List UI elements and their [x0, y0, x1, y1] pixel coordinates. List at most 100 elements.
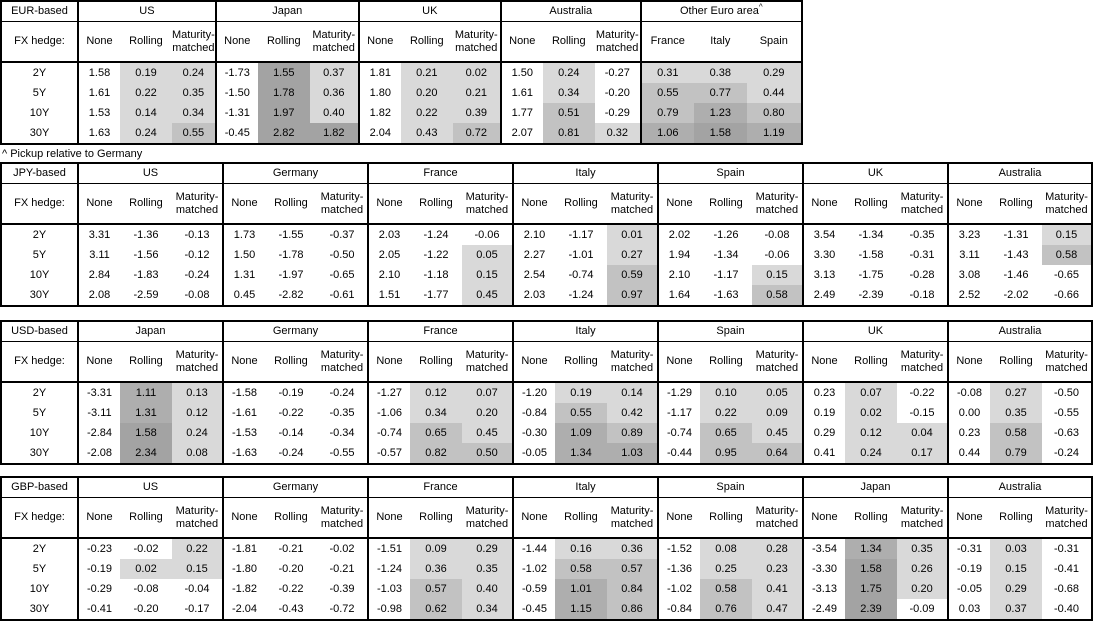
value-cell: 0.29	[462, 538, 513, 559]
row-label: 10Y	[29, 582, 50, 595]
value-cell: 0.55	[639, 83, 694, 103]
value-cell: 0.24	[120, 123, 172, 144]
value-cell: 0.23	[802, 382, 845, 403]
group-header: Japan	[77, 321, 223, 342]
value-cell: 0.20	[400, 83, 453, 103]
value-cell: -0.55	[1053, 406, 1080, 419]
value-cell: 0.35	[172, 83, 216, 103]
value-cell: 0.20	[462, 403, 513, 423]
value-cell: 0.65	[700, 423, 752, 443]
base-label: EUR-based	[1, 1, 78, 22]
row-label: 2Y	[32, 542, 47, 555]
column-header: None	[512, 183, 555, 225]
value-cell: 2.54	[512, 265, 555, 285]
base-label: JPY-based	[1, 163, 78, 184]
value-cell: 0.32	[594, 123, 641, 144]
column-header: Maturity-matched	[172, 183, 223, 225]
value-cell: -2.39	[858, 288, 884, 301]
value-cell: 0.58	[700, 579, 752, 599]
group-header-label: Spain	[716, 325, 745, 338]
column-header: Maturity-matched	[897, 183, 948, 225]
value-cell: -1.24	[423, 228, 449, 241]
column-header: France	[639, 21, 694, 63]
value-cell: -0.18	[909, 288, 935, 301]
value-cell: 0.57	[410, 579, 462, 599]
value-cell: 0.45	[462, 285, 513, 306]
value-cell: 0.14	[607, 382, 658, 403]
value-cell: -0.31	[947, 538, 990, 559]
group-header-label: Spain	[716, 167, 745, 180]
value-cell: 0.45	[462, 423, 513, 443]
value-cell: 0.07	[845, 382, 897, 403]
value-cell: -0.65	[1053, 268, 1080, 281]
row-label: 5Y	[32, 248, 47, 261]
group-header: France	[367, 477, 513, 498]
value-cell: 2.10	[512, 224, 555, 245]
value-cell: 0.15	[990, 559, 1042, 579]
group-header: Australia	[947, 477, 1092, 498]
value-cell: -0.24	[184, 268, 210, 281]
value-cell: 1.78	[257, 83, 310, 103]
value-cell: -1.17	[657, 403, 700, 423]
group-header-label: France	[423, 481, 458, 494]
value-cell: 1.34	[845, 538, 897, 559]
value-cell: 2.03	[367, 224, 410, 245]
value-cell: -0.41	[1053, 562, 1080, 575]
value-cell: 0.21	[452, 83, 501, 103]
value-cell: 1.63	[77, 123, 120, 144]
value-cell: 0.16	[555, 538, 607, 559]
value-cell: 3.08	[947, 265, 990, 285]
group-header-label: Australia	[998, 481, 1042, 494]
pickup-table-eur-based: EUR-based US Japan UK Australia Other Euro ar…	[0, 0, 803, 145]
group-header: Germany	[222, 163, 368, 184]
value-cell: 0.19	[802, 403, 845, 423]
value-cell: 0.34	[172, 103, 216, 123]
value-cell: 0.08	[172, 443, 223, 464]
group-header-label: US	[142, 481, 159, 494]
row-label: 5Y	[32, 562, 47, 575]
value-cell: 0.02	[452, 62, 501, 83]
column-header: Maturity-matched	[897, 497, 948, 539]
value-cell: 0.41	[752, 579, 803, 599]
value-cell: 0.15	[462, 265, 513, 285]
column-header: Rolling	[555, 183, 607, 225]
value-cell: 0.80	[746, 103, 802, 123]
value-cell: 0.38	[693, 62, 747, 83]
column-header: Maturity-matched	[897, 341, 948, 383]
value-cell: 0.81	[542, 123, 595, 144]
value-cell: -1.20	[512, 382, 555, 403]
value-cell: 0.21	[400, 62, 453, 83]
column-header: Maturity-matched	[452, 21, 501, 63]
value-cell: 0.29	[746, 62, 802, 83]
column-header: Spain	[746, 21, 802, 63]
value-cell: -0.05	[512, 443, 555, 464]
value-cell: 0.37	[990, 599, 1042, 620]
group-header: US	[77, 1, 216, 22]
value-cell: 1.80	[357, 83, 401, 103]
group-header: Germany	[222, 477, 368, 498]
value-cell: 3.54	[802, 224, 845, 245]
value-cell: -0.20	[604, 86, 630, 99]
column-header: Maturity-matched	[1042, 497, 1092, 539]
column-header: None	[222, 497, 265, 539]
value-cell: -0.22	[909, 386, 935, 399]
value-cell: -1.97	[278, 268, 304, 281]
value-cell: -0.17	[184, 602, 210, 615]
value-cell: 0.58	[990, 423, 1042, 443]
group-header: Australia	[947, 163, 1092, 184]
value-cell: 0.01	[607, 224, 658, 245]
value-cell: -0.02	[133, 542, 159, 555]
value-cell: 0.34	[542, 83, 595, 103]
value-cell: 0.15	[1042, 224, 1092, 245]
value-cell: 0.57	[607, 559, 658, 579]
column-header: Rolling	[410, 497, 462, 539]
group-header-label: Other Euro area	[679, 5, 759, 18]
value-cell: 0.84	[607, 579, 658, 599]
group-header-label: Italy	[575, 481, 596, 494]
value-cell: -0.24	[329, 386, 355, 399]
value-cell: -0.98	[367, 599, 410, 620]
value-cell: 1.61	[499, 83, 543, 103]
value-cell: -0.06	[474, 228, 500, 241]
group-header-label: Australia	[998, 167, 1042, 180]
value-cell: 1.61	[77, 83, 120, 103]
